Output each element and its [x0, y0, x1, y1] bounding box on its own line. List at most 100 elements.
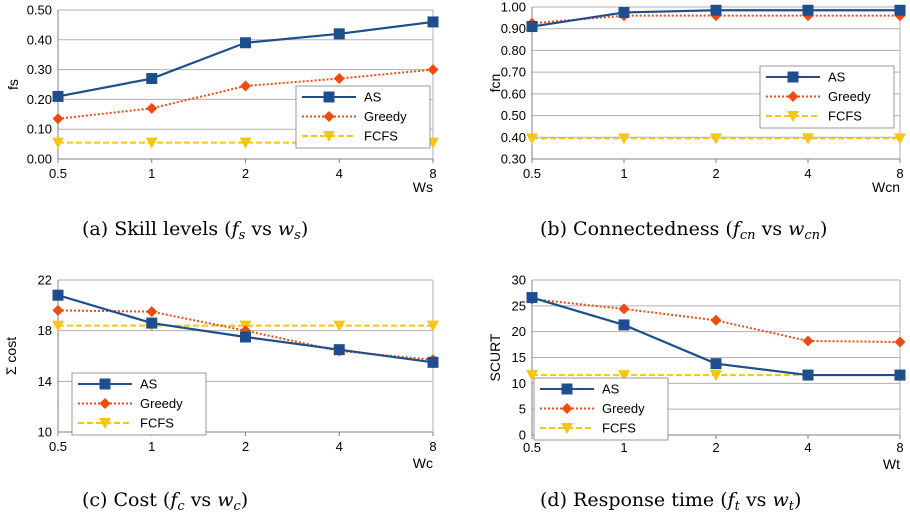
series-greedy	[52, 64, 439, 125]
data-point	[526, 133, 538, 145]
y-tick-label: 5	[519, 402, 526, 417]
legend-label: Greedy	[140, 396, 183, 411]
data-point	[52, 90, 64, 102]
series-greedy	[526, 293, 906, 348]
x-tick-label: 0.5	[49, 439, 67, 454]
x-axis-label: Wc	[413, 455, 433, 471]
legend-marker	[323, 111, 335, 122]
legend-marker	[787, 111, 799, 122]
data-point	[710, 314, 722, 326]
data-point	[52, 304, 64, 316]
x-tick-label: 4	[336, 439, 343, 454]
legend-label: AS	[140, 377, 158, 392]
legend: AS Greedy FCFS	[759, 65, 895, 129]
data-point	[802, 133, 814, 145]
x-tick-label: 4	[804, 440, 811, 455]
x-axis-label: Ws	[413, 179, 433, 195]
legend-marker	[99, 378, 111, 390]
data-point	[894, 336, 906, 348]
x-tick-label: 2	[712, 440, 719, 455]
chart-caption: (b) Connectedness (fcn vs wcn)	[540, 218, 827, 243]
y-tick-label: 30	[512, 273, 526, 288]
y-tick-label: 25	[512, 298, 526, 313]
legend-label: AS	[602, 382, 620, 397]
legend-label: FCFS	[602, 421, 636, 436]
x-tick-label: 8	[429, 439, 436, 454]
data-point	[333, 344, 345, 356]
data-point	[618, 133, 630, 145]
series-as	[526, 4, 906, 33]
data-point	[427, 16, 439, 28]
y-tick-label: 0.40	[27, 32, 52, 47]
data-point	[145, 137, 158, 149]
legend-marker	[561, 403, 573, 414]
data-point	[526, 292, 538, 304]
y-tick-label: 0.50	[27, 3, 52, 18]
series-fcfs	[526, 133, 906, 145]
legend-box	[533, 377, 669, 441]
data-point	[333, 320, 346, 332]
data-point	[240, 37, 251, 49]
data-point	[240, 331, 251, 343]
data-point	[618, 370, 630, 382]
y-tick-label: 15	[512, 350, 526, 365]
x-tick-label: 2	[242, 439, 249, 454]
data-point	[333, 73, 345, 85]
chart-panel-a: 0.00 0.10 0.20 0.30 0.40 0.50 0.5 1 2 4 8Ws fs AS Gre…	[5, 3, 439, 243]
x-tick-label: 1	[620, 166, 627, 181]
legend: AS Greedy FCFS	[533, 377, 669, 441]
data-point	[618, 6, 630, 18]
data-point	[52, 113, 64, 125]
y-tick-label: 1.00	[501, 0, 526, 15]
x-tick-label: 0.5	[523, 166, 541, 181]
legend-label: Greedy	[364, 109, 407, 124]
y-tick-label: 22	[38, 273, 52, 288]
x-tick-label: 1	[148, 166, 155, 181]
y-tick-label: 20	[512, 324, 526, 339]
data-point	[427, 64, 439, 76]
data-point	[802, 369, 814, 381]
chart-caption: (d) Response time (ft vs wt)	[540, 489, 801, 514]
x-tick-label: 8	[896, 440, 903, 455]
y-tick-label: 0.30	[501, 152, 526, 167]
y-tick-label: 0.40	[501, 130, 526, 145]
legend-label: AS	[828, 70, 846, 85]
series-as	[52, 289, 439, 368]
y-tick-label: 0.90	[501, 21, 526, 36]
y-tick-label: 0	[519, 428, 526, 443]
y-axis-label: fs	[5, 79, 21, 90]
legend-marker	[323, 91, 335, 103]
data-point	[52, 320, 64, 332]
data-point	[710, 133, 722, 145]
legend-label: Greedy	[602, 401, 645, 416]
data-point	[618, 319, 630, 331]
data-point	[802, 335, 814, 347]
legend-marker	[561, 383, 573, 395]
x-tick-label: 4	[336, 166, 343, 181]
y-tick-label: 0.60	[501, 86, 526, 101]
x-tick-label: 1	[620, 440, 627, 455]
y-axis-label: SCURT	[487, 333, 503, 381]
legend-label: FCFS	[364, 129, 398, 144]
legend-box	[295, 85, 431, 149]
data-point	[618, 303, 630, 315]
data-point	[894, 369, 906, 381]
data-point	[894, 4, 906, 16]
data-point	[710, 370, 722, 382]
data-point	[802, 4, 814, 16]
x-tick-label: 2	[712, 166, 719, 181]
data-point	[52, 289, 64, 301]
x-tick-label: 4	[804, 166, 811, 181]
legend-marker	[561, 423, 573, 434]
x-axis-label: Wcn	[872, 179, 900, 195]
y-tick-label: 0.50	[501, 108, 526, 123]
y-tick-label: 0.20	[27, 92, 52, 107]
legend-label: Greedy	[828, 89, 871, 104]
y-tick-label: 0.00	[27, 152, 52, 167]
y-tick-label: 10	[38, 425, 52, 440]
x-tick-label: 1	[148, 439, 155, 454]
x-tick-label: 2	[242, 166, 249, 181]
y-tick-label: 18	[38, 323, 52, 338]
legend: AS Greedy FCFS	[71, 372, 207, 436]
legend-marker	[323, 131, 335, 142]
